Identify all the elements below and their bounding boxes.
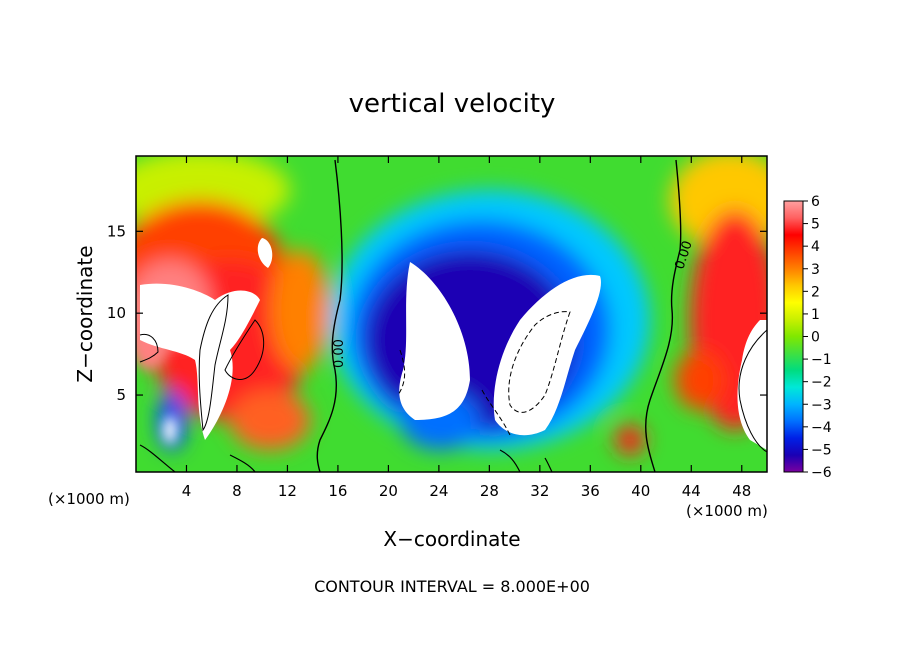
y-tick-label: 5 bbox=[116, 386, 126, 404]
x-tick-label: 12 bbox=[278, 482, 297, 500]
colorbar-tick-label: −4 bbox=[811, 420, 832, 436]
x-tick-label: 44 bbox=[682, 482, 701, 500]
contour-interval-note: CONTOUR INTERVAL = 8.000E+00 bbox=[314, 577, 590, 596]
plot-frame bbox=[135, 155, 768, 473]
colorbar-tick-label: −3 bbox=[811, 397, 832, 413]
colorbar-tick-label: 5 bbox=[811, 217, 820, 233]
colorbar-tick-label: 4 bbox=[811, 239, 820, 255]
colorbar-tick-label: −1 bbox=[811, 352, 832, 368]
colorbar-tick-label: 1 bbox=[811, 307, 820, 323]
x-tick-label: 28 bbox=[480, 482, 499, 500]
colorbar-tick-label: 3 bbox=[811, 262, 820, 278]
colorbar-tick-label: 0 bbox=[811, 330, 820, 346]
y-tick-label: 15 bbox=[107, 222, 126, 240]
colorbar-tick-label: 2 bbox=[811, 284, 820, 300]
chart-title: vertical velocity bbox=[349, 89, 556, 119]
colorbar-tick-label: −5 bbox=[811, 442, 832, 458]
x-tick-label: 20 bbox=[379, 482, 398, 500]
x-tick-label: 48 bbox=[732, 482, 751, 500]
x-unit-label-right: (×1000 m) bbox=[686, 502, 768, 520]
colorbar-ticks: 6 5 4 3 2 1 0 −1 −2 −3 −4 −5 −6 bbox=[803, 194, 832, 481]
colorbar-fill bbox=[783, 200, 804, 473]
x-unit-label-left: (×1000 m) bbox=[48, 490, 130, 508]
x-tick-label: 24 bbox=[429, 482, 448, 500]
x-axis-title: X−coordinate bbox=[383, 527, 520, 551]
colorbar-tick-label: −2 bbox=[811, 375, 832, 391]
contour-label-left: 0.00 bbox=[332, 339, 347, 368]
y-tick-label: 10 bbox=[107, 304, 126, 322]
y-axis-ticks: 5 10 15 bbox=[107, 222, 767, 404]
colorbar-tick-label: −6 bbox=[811, 465, 832, 481]
x-tick-label: 40 bbox=[631, 482, 650, 500]
x-tick-label: 4 bbox=[182, 482, 192, 500]
colorbar: 6 5 4 3 2 1 0 −1 −2 −3 −4 −5 −6 bbox=[783, 194, 832, 481]
y-axis-title: Z−coordinate bbox=[73, 245, 97, 382]
x-tick-label: 36 bbox=[581, 482, 600, 500]
x-tick-label: 32 bbox=[530, 482, 549, 500]
x-tick-label: 16 bbox=[328, 482, 347, 500]
heatmap-field bbox=[136, 156, 767, 472]
colorbar-tick-label: 6 bbox=[811, 194, 820, 210]
x-tick-label: 8 bbox=[232, 482, 242, 500]
x-axis-ticks: 4 8 12 16 20 24 28 32 36 40 44 48 bbox=[182, 156, 751, 500]
